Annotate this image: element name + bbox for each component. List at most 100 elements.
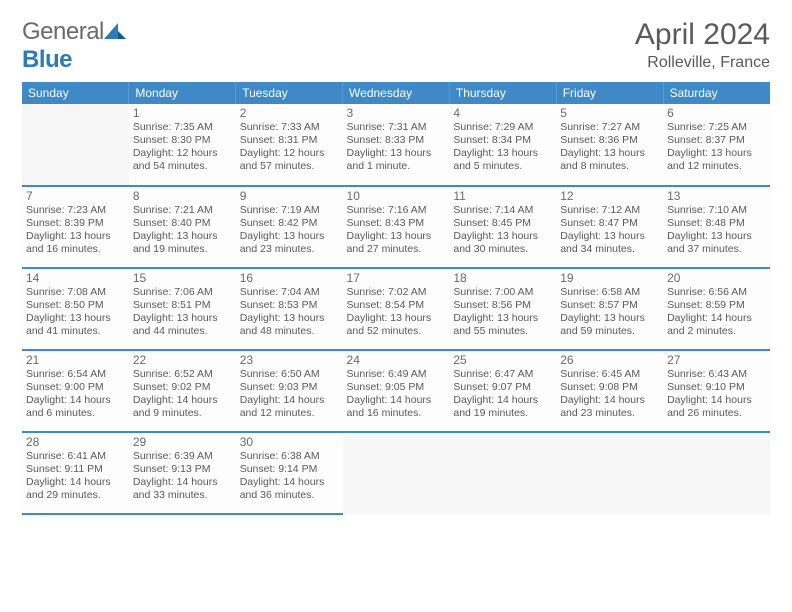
day-number: 27	[667, 353, 766, 367]
calendar-header-row: SundayMondayTuesdayWednesdayThursdayFrid…	[22, 82, 770, 104]
calendar-day-cell: 12Sunrise: 7:12 AMSunset: 8:47 PMDayligh…	[556, 186, 663, 268]
calendar-day-cell: 22Sunrise: 6:52 AMSunset: 9:02 PMDayligh…	[129, 350, 236, 432]
calendar-day-cell: 17Sunrise: 7:02 AMSunset: 8:54 PMDayligh…	[343, 268, 450, 350]
day-number: 28	[26, 435, 125, 449]
calendar-day-cell: 15Sunrise: 7:06 AMSunset: 8:51 PMDayligh…	[129, 268, 236, 350]
calendar-day-cell: 28Sunrise: 6:41 AMSunset: 9:11 PMDayligh…	[22, 432, 129, 514]
day-number: 14	[26, 271, 125, 285]
calendar-day-cell: 26Sunrise: 6:45 AMSunset: 9:08 PMDayligh…	[556, 350, 663, 432]
day-info: Sunrise: 7:33 AMSunset: 8:31 PMDaylight:…	[240, 121, 339, 174]
day-number: 20	[667, 271, 766, 285]
calendar-day-cell: 10Sunrise: 7:16 AMSunset: 8:43 PMDayligh…	[343, 186, 450, 268]
calendar-day-cell: 23Sunrise: 6:50 AMSunset: 9:03 PMDayligh…	[236, 350, 343, 432]
calendar-day-cell: 9Sunrise: 7:19 AMSunset: 8:42 PMDaylight…	[236, 186, 343, 268]
day-info: Sunrise: 7:02 AMSunset: 8:54 PMDaylight:…	[347, 286, 446, 339]
day-info: Sunrise: 7:27 AMSunset: 8:36 PMDaylight:…	[560, 121, 659, 174]
day-number: 11	[453, 189, 552, 203]
calendar-day-cell: 13Sunrise: 7:10 AMSunset: 8:48 PMDayligh…	[663, 186, 770, 268]
day-info: Sunrise: 7:23 AMSunset: 8:39 PMDaylight:…	[26, 204, 125, 257]
calendar-day-cell: 18Sunrise: 7:00 AMSunset: 8:56 PMDayligh…	[449, 268, 556, 350]
calendar-column-header: Wednesday	[343, 82, 450, 104]
day-info: Sunrise: 6:49 AMSunset: 9:05 PMDaylight:…	[347, 368, 446, 421]
day-info: Sunrise: 7:21 AMSunset: 8:40 PMDaylight:…	[133, 204, 232, 257]
calendar-day-cell: 30Sunrise: 6:38 AMSunset: 9:14 PMDayligh…	[236, 432, 343, 514]
day-info: Sunrise: 7:35 AMSunset: 8:30 PMDaylight:…	[133, 121, 232, 174]
day-number: 23	[240, 353, 339, 367]
day-number: 24	[347, 353, 446, 367]
header: GeneralBlue April 2024 Rolleville, Franc…	[22, 18, 770, 74]
day-info: Sunrise: 7:16 AMSunset: 8:43 PMDaylight:…	[347, 204, 446, 257]
day-number: 30	[240, 435, 339, 449]
day-info: Sunrise: 6:43 AMSunset: 9:10 PMDaylight:…	[667, 368, 766, 421]
day-number: 12	[560, 189, 659, 203]
day-number: 18	[453, 271, 552, 285]
day-info: Sunrise: 6:56 AMSunset: 8:59 PMDaylight:…	[667, 286, 766, 339]
day-info: Sunrise: 6:39 AMSunset: 9:13 PMDaylight:…	[133, 450, 232, 503]
day-info: Sunrise: 7:10 AMSunset: 8:48 PMDaylight:…	[667, 204, 766, 257]
calendar-day-cell: 16Sunrise: 7:04 AMSunset: 8:53 PMDayligh…	[236, 268, 343, 350]
calendar-day-cell: 19Sunrise: 6:58 AMSunset: 8:57 PMDayligh…	[556, 268, 663, 350]
calendar-day-cell: 7Sunrise: 7:23 AMSunset: 8:39 PMDaylight…	[22, 186, 129, 268]
calendar-day-cell: 1Sunrise: 7:35 AMSunset: 8:30 PMDaylight…	[129, 104, 236, 186]
day-number: 9	[240, 189, 339, 203]
calendar-column-header: Friday	[556, 82, 663, 104]
calendar-body: 1Sunrise: 7:35 AMSunset: 8:30 PMDaylight…	[22, 104, 770, 514]
logo-word-b: Blue	[22, 46, 72, 73]
day-info: Sunrise: 7:29 AMSunset: 8:34 PMDaylight:…	[453, 121, 552, 174]
calendar-empty-cell	[449, 432, 556, 514]
logo-word-a: General	[22, 18, 104, 45]
day-number: 3	[347, 106, 446, 120]
calendar-column-header: Sunday	[22, 82, 129, 104]
day-info: Sunrise: 6:54 AMSunset: 9:00 PMDaylight:…	[26, 368, 125, 421]
day-info: Sunrise: 7:31 AMSunset: 8:33 PMDaylight:…	[347, 121, 446, 174]
logo-text: GeneralBlue	[22, 18, 126, 74]
calendar-empty-cell	[343, 432, 450, 514]
calendar-column-header: Monday	[129, 82, 236, 104]
calendar-day-cell: 6Sunrise: 7:25 AMSunset: 8:37 PMDaylight…	[663, 104, 770, 186]
day-info: Sunrise: 6:52 AMSunset: 9:02 PMDaylight:…	[133, 368, 232, 421]
day-info: Sunrise: 6:58 AMSunset: 8:57 PMDaylight:…	[560, 286, 659, 339]
day-info: Sunrise: 7:14 AMSunset: 8:45 PMDaylight:…	[453, 204, 552, 257]
calendar-day-cell: 11Sunrise: 7:14 AMSunset: 8:45 PMDayligh…	[449, 186, 556, 268]
day-info: Sunrise: 7:08 AMSunset: 8:50 PMDaylight:…	[26, 286, 125, 339]
title-block: April 2024 Rolleville, France	[635, 18, 770, 72]
calendar-day-cell: 8Sunrise: 7:21 AMSunset: 8:40 PMDaylight…	[129, 186, 236, 268]
calendar-day-cell: 29Sunrise: 6:39 AMSunset: 9:13 PMDayligh…	[129, 432, 236, 514]
calendar-table: SundayMondayTuesdayWednesdayThursdayFrid…	[22, 82, 770, 515]
location-label: Rolleville, France	[635, 54, 770, 72]
day-number: 4	[453, 106, 552, 120]
calendar-day-cell: 14Sunrise: 7:08 AMSunset: 8:50 PMDayligh…	[22, 268, 129, 350]
day-info: Sunrise: 6:38 AMSunset: 9:14 PMDaylight:…	[240, 450, 339, 503]
day-number: 26	[560, 353, 659, 367]
day-number: 1	[133, 106, 232, 120]
calendar-day-cell: 21Sunrise: 6:54 AMSunset: 9:00 PMDayligh…	[22, 350, 129, 432]
calendar-column-header: Tuesday	[236, 82, 343, 104]
day-number: 13	[667, 189, 766, 203]
calendar-row: 7Sunrise: 7:23 AMSunset: 8:39 PMDaylight…	[22, 186, 770, 268]
calendar-day-cell: 3Sunrise: 7:31 AMSunset: 8:33 PMDaylight…	[343, 104, 450, 186]
page-title: April 2024	[635, 18, 770, 52]
day-info: Sunrise: 7:25 AMSunset: 8:37 PMDaylight:…	[667, 121, 766, 174]
day-number: 2	[240, 106, 339, 120]
calendar-column-header: Thursday	[449, 82, 556, 104]
day-number: 7	[26, 189, 125, 203]
day-number: 21	[26, 353, 125, 367]
day-number: 17	[347, 271, 446, 285]
day-number: 5	[560, 106, 659, 120]
calendar-empty-cell	[663, 432, 770, 514]
calendar-row: 1Sunrise: 7:35 AMSunset: 8:30 PMDaylight…	[22, 104, 770, 186]
day-number: 8	[133, 189, 232, 203]
calendar-empty-cell	[22, 104, 129, 186]
calendar-day-cell: 27Sunrise: 6:43 AMSunset: 9:10 PMDayligh…	[663, 350, 770, 432]
day-info: Sunrise: 7:00 AMSunset: 8:56 PMDaylight:…	[453, 286, 552, 339]
day-number: 22	[133, 353, 232, 367]
calendar-day-cell: 24Sunrise: 6:49 AMSunset: 9:05 PMDayligh…	[343, 350, 450, 432]
calendar-row: 21Sunrise: 6:54 AMSunset: 9:00 PMDayligh…	[22, 350, 770, 432]
day-number: 19	[560, 271, 659, 285]
day-info: Sunrise: 7:04 AMSunset: 8:53 PMDaylight:…	[240, 286, 339, 339]
day-number: 6	[667, 106, 766, 120]
calendar-day-cell: 5Sunrise: 7:27 AMSunset: 8:36 PMDaylight…	[556, 104, 663, 186]
calendar-column-header: Saturday	[663, 82, 770, 104]
calendar-day-cell: 20Sunrise: 6:56 AMSunset: 8:59 PMDayligh…	[663, 268, 770, 350]
day-info: Sunrise: 6:50 AMSunset: 9:03 PMDaylight:…	[240, 368, 339, 421]
